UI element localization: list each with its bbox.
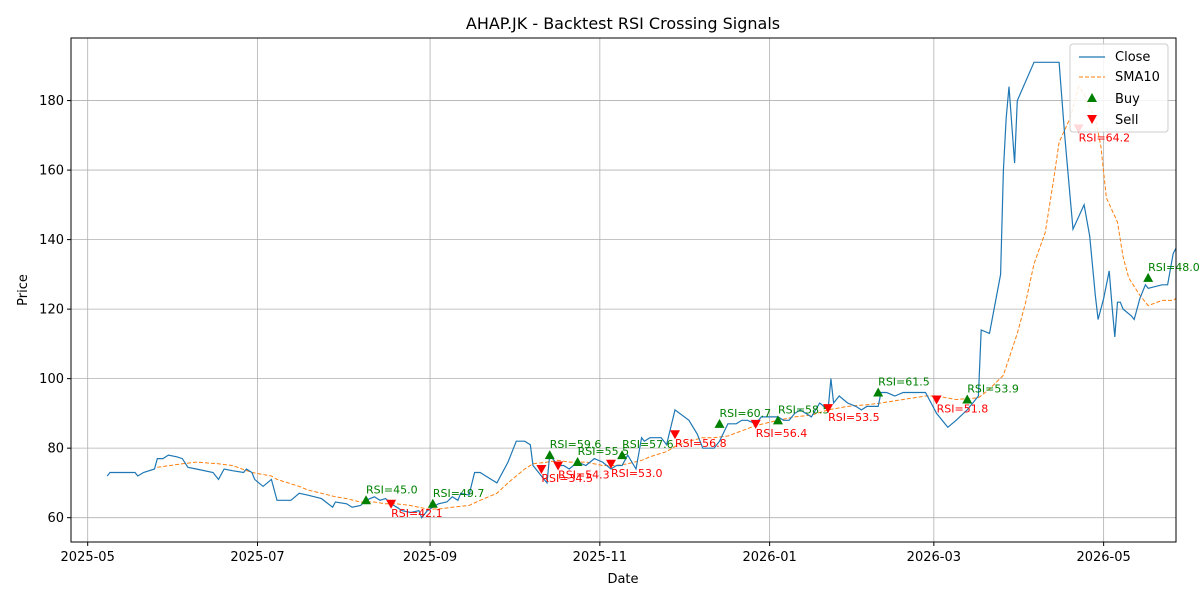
y-axis-ticks: 60 80 100 120 140 160 180: [39, 94, 71, 526]
buy-marker: [1143, 272, 1154, 282]
sell-rsi-label: RSI=53.5: [828, 411, 880, 424]
sell-rsi-label: RSI=56.4: [756, 427, 808, 440]
legend-buy-marker: [1087, 93, 1097, 102]
buy-marker: [714, 418, 725, 428]
buy-marker: [572, 457, 583, 467]
sell-marker: [823, 404, 834, 414]
x-tick-label: 2025-05: [61, 550, 115, 565]
x-tick-label: 2026-01: [742, 550, 796, 565]
legend-label-close: Close: [1115, 50, 1150, 65]
x-axis-label: Date: [607, 572, 638, 587]
buy-marker: [962, 394, 973, 404]
x-tick-label: 2026-03: [907, 550, 961, 565]
y-tick-label: 80: [47, 442, 64, 457]
sell-marker: [669, 430, 680, 440]
sell-marker: [931, 395, 942, 405]
y-tick-label: 160: [39, 164, 64, 179]
sell-rsi-label: RSI=34.5: [541, 472, 593, 485]
sell-rsi-label: RSI=51.8: [937, 402, 989, 415]
buy-marker: [772, 415, 783, 425]
buy-rsi-label: RSI=59.6: [550, 438, 602, 451]
sell-rsi-label: RSI=64.2: [1079, 131, 1131, 144]
y-tick-label: 100: [39, 372, 64, 387]
buy-marker: [873, 387, 884, 397]
legend: Close SMA10 Buy Sell: [1069, 43, 1169, 133]
x-tick-label: 2025-07: [230, 550, 284, 565]
y-axis-label: Price: [16, 274, 31, 306]
sell-marker: [536, 465, 547, 475]
sell-marker: [386, 499, 397, 509]
buy-rsi-label: RSI=60.7: [720, 407, 772, 420]
legend-label-buy: Buy: [1115, 92, 1140, 107]
x-tick-label: 2025-09: [403, 550, 457, 565]
sell-rsi-label: RSI=42.1: [391, 507, 443, 520]
x-axis-ticks: 2025-05 2025-07 2025-09 2025-11 2026-01 2026-…: [61, 542, 1131, 565]
buy-rsi-label: RSI=58.5: [778, 403, 830, 416]
legend-sell-marker: [1087, 115, 1097, 124]
x-tick-label: 2025-11: [573, 550, 627, 565]
buy-marker: [361, 495, 372, 505]
buy-marker: [427, 498, 438, 508]
y-tick-label: 120: [39, 303, 64, 318]
buy-rsi-label: RSI=61.5: [878, 376, 930, 389]
legend-label-sell: Sell: [1115, 113, 1138, 128]
grid: [71, 38, 1176, 542]
buy-rsi-label: RSI=48.0: [1148, 261, 1200, 274]
buy-rsi-label: RSI=55.5: [578, 445, 630, 458]
buy-rsi-label: RSI=53.9: [967, 382, 1019, 395]
buy-marker: [617, 450, 628, 460]
legend-label-sma: SMA10: [1115, 70, 1160, 85]
buy-rsi-label: RSI=57.6: [622, 438, 674, 451]
y-tick-label: 140: [39, 233, 64, 248]
sell-rsi-label: RSI=53.0: [611, 467, 663, 480]
chart-title: AHAP.JK - Backtest RSI Crossing Signals: [466, 14, 780, 33]
signal-markers: RSI=45.0 RSI=49.7 RSI=59.6RSI=55.5RSI=57.6…: [361, 124, 1200, 520]
buy-rsi-label: RSI=49.7: [433, 487, 485, 500]
sma10-line: [157, 85, 1176, 510]
sell-marker: [750, 419, 761, 429]
plot-frame: [70, 37, 1177, 543]
sell-rsi-label: RSI=56.8: [675, 437, 727, 450]
y-tick-label: 60: [47, 511, 64, 526]
sell-marker: [605, 459, 616, 469]
buy-rsi-label: RSI=45.0: [366, 483, 418, 496]
buy-marker: [544, 450, 555, 460]
sell-marker: [553, 461, 564, 471]
x-tick-label: 2026-05: [1076, 550, 1130, 565]
sell-rsi-label: RSI=54.3: [558, 469, 610, 482]
legend-box: [1069, 43, 1169, 133]
y-tick-label: 180: [39, 94, 64, 109]
